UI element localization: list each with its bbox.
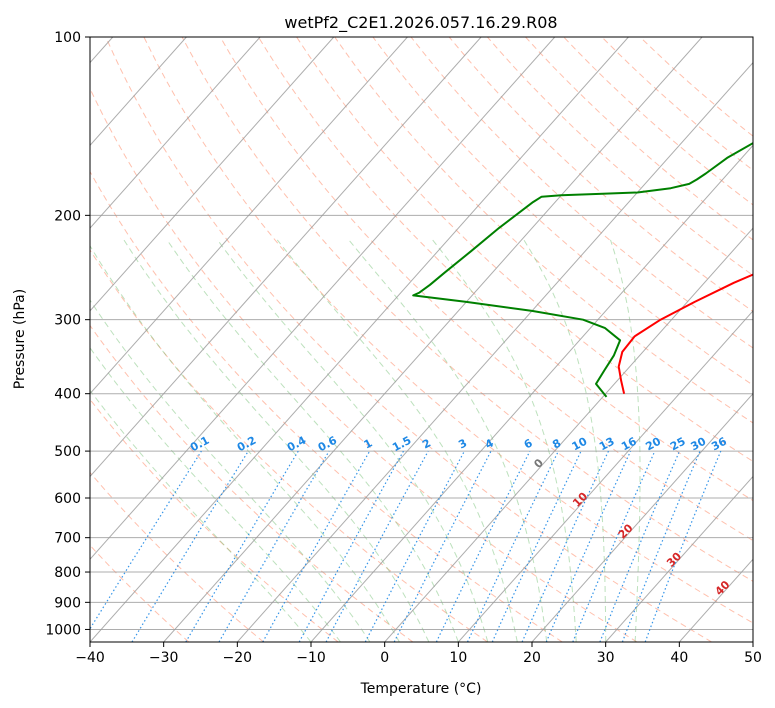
- moist-adiabat-line: [90, 244, 400, 642]
- moist-adiabat-line: [90, 346, 341, 642]
- mixing-ratio-line: [185, 450, 299, 642]
- y-tick-label: 500: [54, 444, 81, 460]
- mixing-ratio-label: 30: [689, 435, 709, 454]
- isotherm-line: [605, 475, 753, 642]
- moist-adiabat-line: [217, 239, 489, 642]
- x-tick-label: −30: [149, 650, 179, 666]
- isotherm-line: [90, 37, 187, 147]
- dry-adiabat-line: [487, 37, 753, 277]
- mixing-ratio-label: 36: [709, 435, 729, 454]
- x-tick-label: 40: [670, 650, 688, 666]
- mixing-ratio-line: [572, 450, 656, 642]
- moist-adiabat-line: [348, 239, 548, 642]
- dry-adiabat-line: [219, 37, 753, 542]
- dry-adiabat-line: [372, 37, 753, 386]
- axes: −40 −30 −20 −10 0 10 20 30 40 50 100 200 300 400 500 60…: [45, 30, 762, 666]
- isotherm-line: [90, 37, 335, 312]
- y-tick-label: 400: [54, 387, 81, 403]
- isotherm-line: [163, 37, 703, 642]
- moist-adiabat-line: [90, 389, 312, 642]
- x-tick-label: 30: [597, 650, 615, 666]
- y-tick-label: 900: [54, 595, 81, 611]
- x-axis-label: Temperature (°C): [360, 681, 482, 697]
- isotherm-line: [90, 37, 408, 395]
- dry-adiabat-line: [90, 170, 563, 642]
- mixing-ratio-line: [521, 450, 610, 642]
- y-tick-label: 300: [54, 313, 81, 329]
- dry-adiabat-line: [90, 324, 414, 642]
- isotherm-line: [90, 37, 556, 560]
- dewpoint-line: [412, 141, 753, 398]
- y-tick-label: 100: [54, 30, 81, 46]
- temperature-line: [617, 273, 753, 394]
- dry-adiabat-line: [181, 37, 753, 582]
- x-tick-label: −10: [296, 650, 326, 666]
- isotherm-line: [90, 37, 629, 642]
- isotherm-line: [90, 37, 261, 229]
- y-tick-label: 200: [54, 208, 81, 224]
- dry-adiabat-line: [105, 37, 712, 642]
- mixing-ratio-label: 25: [668, 435, 688, 454]
- mixing-ratio-label: 20: [643, 435, 663, 454]
- mixing-ratio-line: [262, 450, 371, 642]
- x-tick-label: 20: [523, 650, 541, 666]
- x-tick-label: −20: [223, 650, 253, 666]
- mixing-ratio-line: [131, 450, 249, 642]
- dry-adiabat-line: [90, 398, 339, 642]
- isotherm-line: [752, 641, 753, 642]
- mixing-ratio-line: [218, 450, 330, 642]
- dry-adiabat-line: [525, 37, 753, 241]
- mixing-ratio-label: 13: [597, 435, 617, 454]
- mixing-ratio-line: [298, 450, 405, 642]
- dry-adiabat-line: [563, 37, 753, 206]
- dry-adiabat-line: [143, 37, 753, 624]
- x-tick-label: 50: [744, 650, 762, 666]
- mixing-ratio-label: 10: [570, 435, 590, 454]
- isotherm-line: [310, 144, 753, 642]
- mixing-ratio-line: [90, 450, 202, 630]
- x-tick-label: 10: [449, 650, 467, 666]
- mixing-ratio-label: 16: [619, 435, 639, 454]
- dry-adiabat-line: [410, 37, 753, 349]
- chart-title: wetPf2_C2E1.2026.057.16.29.R08: [284, 13, 557, 33]
- y-tick-label: 1000: [45, 622, 81, 638]
- moist-adiabat-line: [276, 239, 518, 642]
- y-tick-label: 700: [54, 531, 81, 547]
- isotherm-line: [90, 37, 482, 478]
- sounding-series: [412, 141, 753, 398]
- isotherm-line: [457, 310, 753, 642]
- dry-adiabat-line: [296, 37, 753, 462]
- x-tick-label: −40: [75, 650, 105, 666]
- plot-frame: [89, 36, 754, 643]
- background-lines: [90, 37, 753, 642]
- isotherm-line: [384, 227, 753, 642]
- moist-adiabat-line: [432, 239, 577, 642]
- dry-adiabat-line: [257, 37, 753, 502]
- mixing-ratio-line: [325, 450, 429, 642]
- isotherm-line: [236, 61, 753, 642]
- mixing-ratio-line: [599, 450, 681, 642]
- mixing-ratio-line: [466, 450, 559, 642]
- dry-adiabat-line: [90, 87, 638, 642]
- moist-adiabat-line: [123, 239, 430, 642]
- x-tick-label: 0: [380, 650, 389, 666]
- y-tick-label: 600: [54, 491, 81, 507]
- mixing-ratio-line: [435, 450, 531, 642]
- y-tick-label: 800: [54, 565, 81, 581]
- y-axis-label: Pressure (hPa): [12, 289, 28, 389]
- isotherm-line: [531, 392, 753, 642]
- mixing-ratio-line: [491, 450, 582, 642]
